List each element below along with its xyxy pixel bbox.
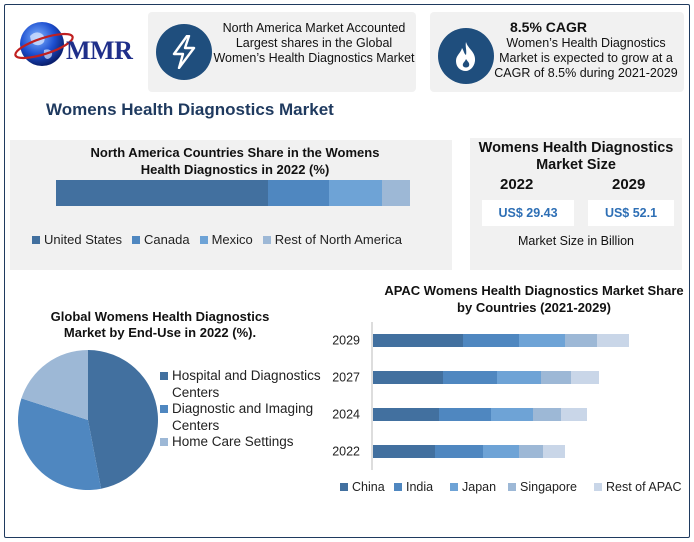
legend-label: Home Care Settings (172, 434, 294, 449)
legend-label: Rest of North America (274, 232, 402, 247)
apac-legend-item-china: China (340, 480, 385, 494)
legend-label: Canada (144, 232, 190, 247)
legend-label: United States (44, 232, 123, 247)
market-size-title: Womens Health Diagnostics Market Size (478, 140, 674, 173)
apac-bar-2029-singapore (565, 334, 597, 347)
legend-swatch (262, 235, 271, 244)
flame-icon (438, 28, 494, 84)
apac-bar-2029-india (463, 334, 519, 347)
apac-bar-2022-rest-of-apac (543, 445, 565, 458)
globe-icon (14, 22, 74, 66)
legend-swatch (450, 483, 458, 491)
apac-legend-item-singapore: Singapore (508, 480, 577, 494)
legend-label: Rest of APAC (606, 480, 682, 494)
pie-slice-home-care-settings (21, 350, 89, 420)
north-america-share-panel: North America Countries Share in the Wom… (10, 140, 452, 270)
lightning-icon (156, 24, 212, 80)
legend-swatch (199, 235, 208, 244)
legend-label: Singapore (520, 480, 577, 494)
legend-label: Hospital and Diagnostics Centers (172, 368, 321, 400)
legend-label: Diagnostic and Imaging Centers (172, 401, 314, 433)
apac-bar-2022-japan (483, 445, 519, 458)
apac-tick-label-2024: 2024 (332, 408, 360, 422)
cagr-title: 8.5% CAGR (510, 19, 588, 35)
apac-bar-2027-japan (497, 371, 541, 384)
apac-bar-2027-india (443, 371, 497, 384)
legend-swatch (340, 483, 348, 491)
na-legend: United States Canada Mexico Rest of North A… (32, 232, 412, 247)
apac-bar-2029-japan (519, 334, 565, 347)
apac-bar-2029-china (373, 334, 463, 347)
apac-tick-label-2029: 2029 (332, 334, 360, 348)
legend-swatch (508, 483, 516, 491)
legend-swatch (160, 438, 168, 446)
apac-bar-2022-india (435, 445, 483, 458)
pie-slice-diagnostic-and-imaging-centers (17, 398, 102, 490)
apac-stacked-bar-chart: 2029 2027 2024 2022 China India Japan Singapore… (332, 322, 682, 494)
logo-text: MMR (66, 36, 133, 65)
legend-label: Japan (462, 480, 496, 494)
legend-swatch (32, 235, 40, 244)
legend-swatch (394, 483, 402, 491)
market-size-panel: Womens Health Diagnostics Market Size 20… (470, 138, 682, 270)
legend-label: India (406, 480, 433, 494)
pie-legend: Hospital and Diagnostics Centers Diagnost… (160, 368, 322, 451)
apac-tick-label-2027: 2027 (332, 371, 360, 385)
apac-bar-2027-china (373, 371, 443, 384)
na-bar-segment-united-states (56, 180, 269, 206)
pie-legend-item-home-care-settings: Home Care Settings (160, 434, 322, 451)
apac-bar-2024-india (439, 408, 491, 421)
north-america-info-card: North America Market Accounted Largest s… (148, 12, 416, 92)
na-legend-item-mexico: Mexico (199, 232, 253, 247)
market-size-year-start: 2022 (500, 176, 534, 193)
market-size-value-end: US$ 52.1 (588, 200, 674, 226)
apac-bar-2029-rest-of-apac (597, 334, 629, 347)
apac-tick-label-2022: 2022 (332, 445, 360, 459)
market-size-caption: Market Size in Billion (517, 234, 634, 248)
page-title: Womens Health Diagnostics Market (46, 100, 334, 119)
legend-swatch (132, 235, 141, 244)
pie-legend-item-diagnostic-and-imaging-centers: Diagnostic and Imaging Centers (160, 401, 322, 434)
apac-bar-2027-singapore (541, 371, 571, 384)
pie-legend-item-hospital-and-diagnostics-centers: Hospital and Diagnostics Centers (160, 368, 322, 401)
na-legend-item-rest-of-north-america: Rest of North America (262, 232, 402, 247)
legend-label: China (352, 480, 385, 494)
na-stacked-bar (56, 180, 410, 206)
legend-swatch (594, 483, 602, 491)
cagr-info-text: Women’s Health Diagnostics Market is exp… (494, 36, 678, 80)
apac-bar-2027-rest-of-apac (571, 371, 599, 384)
north-america-info-text: North America Market Accounted Largest s… (213, 21, 415, 65)
na-bar-segment-rest-of-north-america (381, 180, 410, 206)
na-legend-item-united-states: United States (32, 232, 122, 247)
apac-bar-2022-singapore (519, 445, 543, 458)
apac-bar-2024-china (373, 408, 439, 421)
na-bar-segment-mexico (328, 180, 382, 206)
apac-legend-item-rest-of-apac: Rest of APAC (594, 480, 682, 494)
cagr-info-card: 8.5% CAGR Women’s Health Diagnostics Mar… (430, 12, 684, 92)
legend-swatch (160, 405, 168, 413)
pie-chart-title: Global Womens Health Diagnostics Market … (50, 309, 270, 340)
mmr-logo: MMR (14, 14, 142, 76)
pie-slice-hospital-and-diagnostics-centers (88, 350, 158, 489)
apac-legend-item-japan: Japan (450, 480, 496, 494)
apac-bar-2024-japan (491, 408, 533, 421)
apac-legend-item-india: India (394, 480, 433, 494)
apac-bar-2024-singapore (533, 408, 561, 421)
apac-chart-title: APAC Womens Health Diagnostics Market Sh… (384, 283, 684, 315)
end-use-pie-chart (17, 350, 158, 490)
na-chart-title: North America Countries Share in the Wom… (90, 145, 380, 177)
na-bar-segment-canada (268, 180, 329, 206)
market-size-year-end: 2029 (612, 176, 646, 193)
legend-swatch (160, 372, 168, 380)
apac-bar-2022-china (373, 445, 435, 458)
legend-label: Mexico (211, 232, 253, 247)
market-size-value-start: US$ 29.43 (482, 200, 574, 226)
na-legend-item-canada: Canada (132, 232, 190, 247)
apac-bar-2024-rest-of-apac (561, 408, 587, 421)
